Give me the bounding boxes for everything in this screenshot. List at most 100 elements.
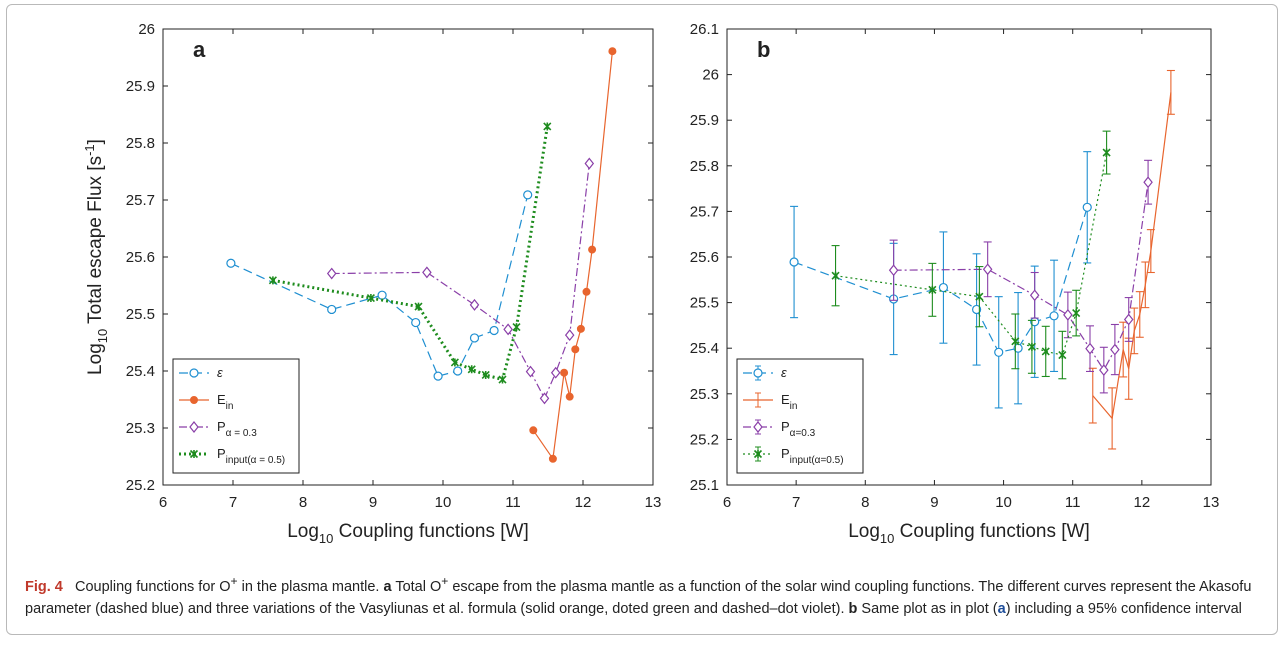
- data-point: [888, 264, 899, 277]
- data-point: [565, 392, 574, 401]
- data-point: [268, 276, 277, 285]
- figure-caption: Fig. 4 Coupling functions for O+ in the …: [25, 570, 1265, 620]
- error-bar: [1146, 229, 1155, 274]
- panel-label: a: [193, 37, 206, 62]
- series-1: [1088, 69, 1175, 450]
- x-axis-label: Log10 Coupling functions [W]: [287, 521, 529, 546]
- y-tick-label: 26: [138, 21, 155, 38]
- x-tick-label: 6: [723, 494, 731, 511]
- data-point: [582, 287, 591, 296]
- data-point: [498, 375, 507, 384]
- data-point: [489, 325, 499, 336]
- data-point: [433, 371, 443, 381]
- legend-entry: Pinput(α = 0.5): [179, 446, 285, 466]
- data-point: [226, 258, 236, 268]
- x-tick-label: 13: [1203, 494, 1220, 511]
- legend-label: Pinput(α=0.5): [781, 446, 844, 466]
- legend-label: Pα=0.3: [781, 419, 816, 439]
- x-tick-label: 7: [792, 494, 800, 511]
- y-tick-label: 25.2: [690, 431, 719, 448]
- legend-marker: [189, 449, 199, 459]
- series-3: [268, 122, 552, 384]
- data-point: [529, 426, 538, 435]
- data-point: [1143, 176, 1153, 189]
- data-point: [1102, 148, 1111, 157]
- x-tick-label: 10: [435, 494, 452, 511]
- y-tick-label: 25.9: [690, 112, 719, 129]
- data-point: [469, 298, 480, 311]
- data-point: [1110, 343, 1120, 356]
- y-tick-label: 25.7: [126, 192, 155, 209]
- data-point: [789, 257, 799, 267]
- data-point: [327, 304, 337, 315]
- data-point: [584, 157, 595, 170]
- legend-marker: [189, 421, 199, 433]
- figure-canvas: 6 7 8 9 10 11 12 13 25.2 25.3 25.4 25.5 25.6 25.7 25.8…: [82, 21, 1220, 546]
- legend-entry: Pinput(α=0.5): [743, 446, 844, 466]
- series-2: [888, 159, 1153, 394]
- data-point: [543, 122, 552, 131]
- figure-frame: 6 7 8 9 10 11 12 13 25.2 25.3 25.4 25.5 25.6 25.7 25.8…: [6, 4, 1278, 635]
- y-tick-label: 25.5: [126, 306, 155, 323]
- data-point: [938, 282, 949, 293]
- legend-label: Ein: [217, 392, 233, 412]
- y-tick-label: 25.1: [690, 477, 719, 494]
- series-3: [831, 130, 1111, 380]
- data-point: [326, 267, 337, 280]
- data-point: [525, 365, 536, 378]
- legend-label: Pα = 0.3: [217, 419, 257, 439]
- data-point: [608, 47, 617, 56]
- x-tick-label: 11: [505, 494, 521, 511]
- data-point: [1041, 347, 1050, 356]
- series-line: [272, 126, 549, 382]
- data-point: [1082, 202, 1092, 212]
- error-bar: [1166, 69, 1175, 115]
- data-point: [366, 293, 375, 303]
- data-point: [576, 324, 585, 333]
- caption-ref-a-link[interactable]: a: [997, 600, 1006, 617]
- error-bar: [1130, 307, 1139, 355]
- data-point: [928, 285, 937, 294]
- series-line: [230, 194, 529, 377]
- legend-marker: [753, 449, 763, 459]
- data-point: [1027, 342, 1036, 351]
- data-point: [503, 323, 513, 336]
- legend-entry: Pα = 0.3: [179, 419, 257, 439]
- y-tick-label: 25.4: [126, 363, 155, 380]
- data-point: [571, 345, 580, 354]
- caption-figure-label: Fig. 4: [25, 578, 63, 595]
- legend-entry: Ein: [179, 392, 233, 412]
- series-1: [529, 47, 617, 463]
- legend: ε Ein Pα = 0.3 Pinput(α = 0.5): [172, 358, 300, 474]
- data-point: [411, 317, 421, 328]
- x-tick-label: 8: [861, 494, 869, 511]
- legend-label: ε: [781, 365, 787, 380]
- y-tick-label: 25.9: [126, 78, 155, 95]
- data-point: [1085, 342, 1095, 355]
- data-point: [539, 392, 550, 405]
- legend-marker: [753, 368, 763, 378]
- x-tick-label: 8: [299, 494, 307, 511]
- panel-label: b: [757, 37, 770, 62]
- y-tick-label: 25.3: [690, 386, 719, 403]
- y-axis-label: Log10 Total escape Flux [s-1]: [82, 139, 110, 375]
- data-point: [831, 271, 840, 280]
- y-tick-label: 25.6: [690, 249, 719, 266]
- x-axis-label: Log10 Coupling functions [W]: [848, 521, 1090, 546]
- x-tick-label: 7: [229, 494, 237, 511]
- data-point: [1099, 364, 1109, 377]
- legend-marker: [753, 421, 763, 433]
- data-point: [994, 347, 1004, 357]
- data-point: [422, 266, 432, 279]
- data-point: [975, 292, 984, 301]
- x-tick-label: 12: [1134, 494, 1151, 511]
- caption-b-text: Same plot as in plot (a) including a 95%…: [861, 600, 1242, 617]
- legend-box: [172, 358, 300, 474]
- data-point: [1123, 313, 1134, 326]
- data-point: [560, 368, 569, 377]
- y-tick-label: 25.6: [126, 249, 155, 266]
- data-point: [1029, 289, 1040, 302]
- error-bar: [1135, 291, 1144, 338]
- data-point: [588, 245, 597, 254]
- legend-entry: ε: [743, 365, 787, 381]
